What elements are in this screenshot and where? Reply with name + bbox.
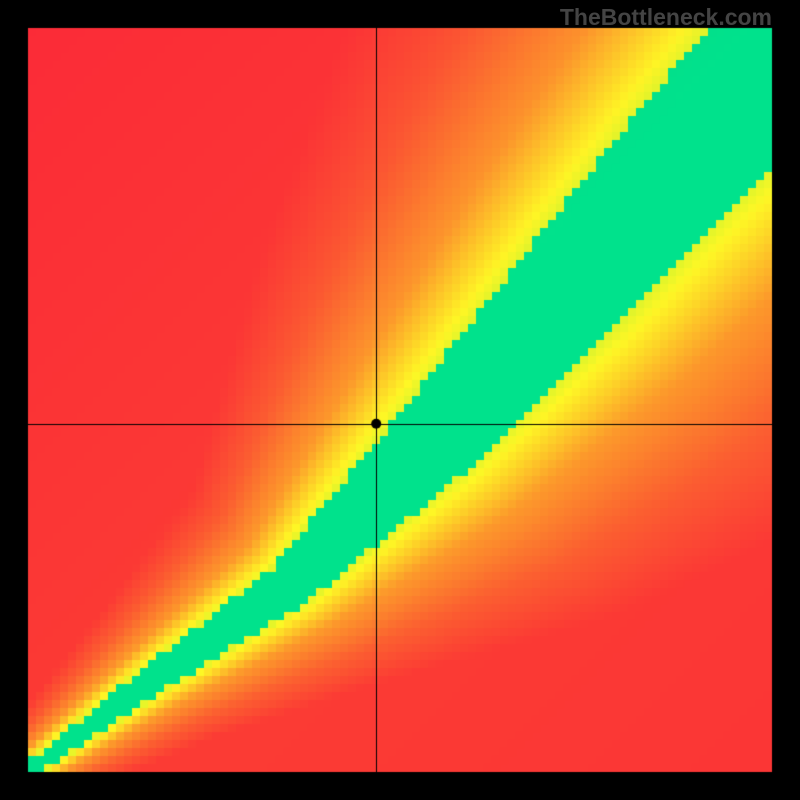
chart-container: TheBottleneck.com: [0, 0, 800, 800]
heatmap-canvas: [0, 0, 800, 800]
watermark-text: TheBottleneck.com: [560, 4, 772, 31]
